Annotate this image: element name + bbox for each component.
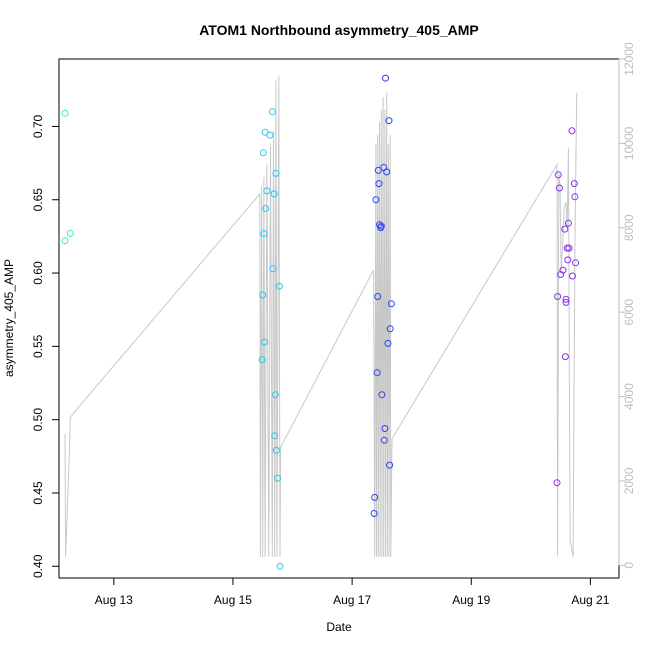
data-point [371,493,379,501]
y-tick-label: 0.50 [31,408,45,432]
data-point [559,266,567,274]
data-point [274,474,282,482]
series-group4 [553,127,579,487]
data-point [266,131,274,139]
x-tick-label: Aug 15 [214,593,252,607]
data-point [562,295,570,303]
data-point [374,293,382,300]
data-point [262,205,270,212]
y2-tick-label: 2000 [622,467,636,494]
data-point [377,222,385,230]
data-point [370,510,378,517]
x-tick-label: Aug 19 [452,593,490,607]
data-point [571,193,579,201]
x-axis-title: Date [326,620,352,634]
data-point [261,338,268,346]
data-point [272,446,280,454]
data-point [268,108,276,116]
data-point [385,117,393,125]
data-point [554,171,562,179]
data-point [386,461,394,469]
data-point [555,184,563,192]
y-tick-label: 0.60 [31,261,45,285]
data-point [66,230,74,237]
data-point [380,436,388,444]
x-tick-label: Aug 17 [333,593,371,607]
data-point [384,339,392,347]
secondary-line-series [64,75,578,557]
y2-tick-label: 4000 [622,383,636,410]
x-tick-label: Aug 13 [95,593,133,607]
y2-tick-label: 12000 [622,42,636,76]
data-point [386,325,394,333]
data-point [381,425,389,432]
y-tick-label: 0.70 [31,114,45,138]
data-point [375,180,383,188]
y-axis-right: 0 2000 4000 6000 8000 10000 12000 [618,42,636,569]
data-point [570,180,578,188]
data-point [272,169,280,177]
y2-tick-label: 8000 [622,214,636,241]
y2-tick-label: 10000 [622,126,636,160]
data-point [572,259,579,267]
data-point [258,356,266,364]
plot-frame [58,58,620,579]
data-point [271,432,279,440]
series-group3 [370,74,395,517]
data-point [275,282,283,290]
y-axis-left: 0.40 0.45 0.50 0.55 0.60 0.65 0.70 [31,114,60,578]
y2-tick-label: 0 [622,562,636,569]
data-point [561,353,569,361]
data-point [263,187,271,195]
data-point [554,293,562,300]
chart-title: ATOM1 Northbound asymmetry_405_AMP [199,22,479,38]
scatter-points [61,74,579,570]
data-point [270,190,278,198]
data-point [553,479,561,487]
y-tick-label: 0.45 [31,481,45,505]
data-point [269,265,277,273]
data-point [372,196,380,204]
data-point [562,298,570,306]
y-axis-title: asymmetry_405_AMP [2,259,16,377]
data-point [259,149,267,157]
data-point [564,219,572,227]
y-tick-label: 0.65 [31,188,45,212]
data-point [378,391,386,399]
data-point [564,256,572,264]
y2-tick-label: 6000 [622,299,636,326]
data-point [373,369,381,377]
data-point [561,225,569,233]
data-point [271,391,279,399]
data-point [61,237,69,245]
data-point [260,230,268,237]
data-point [259,291,267,299]
x-axis: Aug 13 Aug 15 Aug 17 Aug 19 Aug 21 [95,577,610,607]
data-point [387,300,395,308]
data-point [569,272,576,280]
data-point [61,109,69,117]
series-group2 [258,108,284,570]
secondary-line [64,75,578,557]
data-point [382,74,389,82]
y-tick-label: 0.40 [31,554,45,578]
series-group1 [61,109,74,245]
data-point [565,244,573,252]
data-point [383,168,391,176]
y-tick-label: 0.55 [31,334,45,358]
x-tick-label: Aug 21 [571,593,609,607]
data-point [374,166,382,174]
data-point [568,127,576,135]
data-point [276,562,284,570]
